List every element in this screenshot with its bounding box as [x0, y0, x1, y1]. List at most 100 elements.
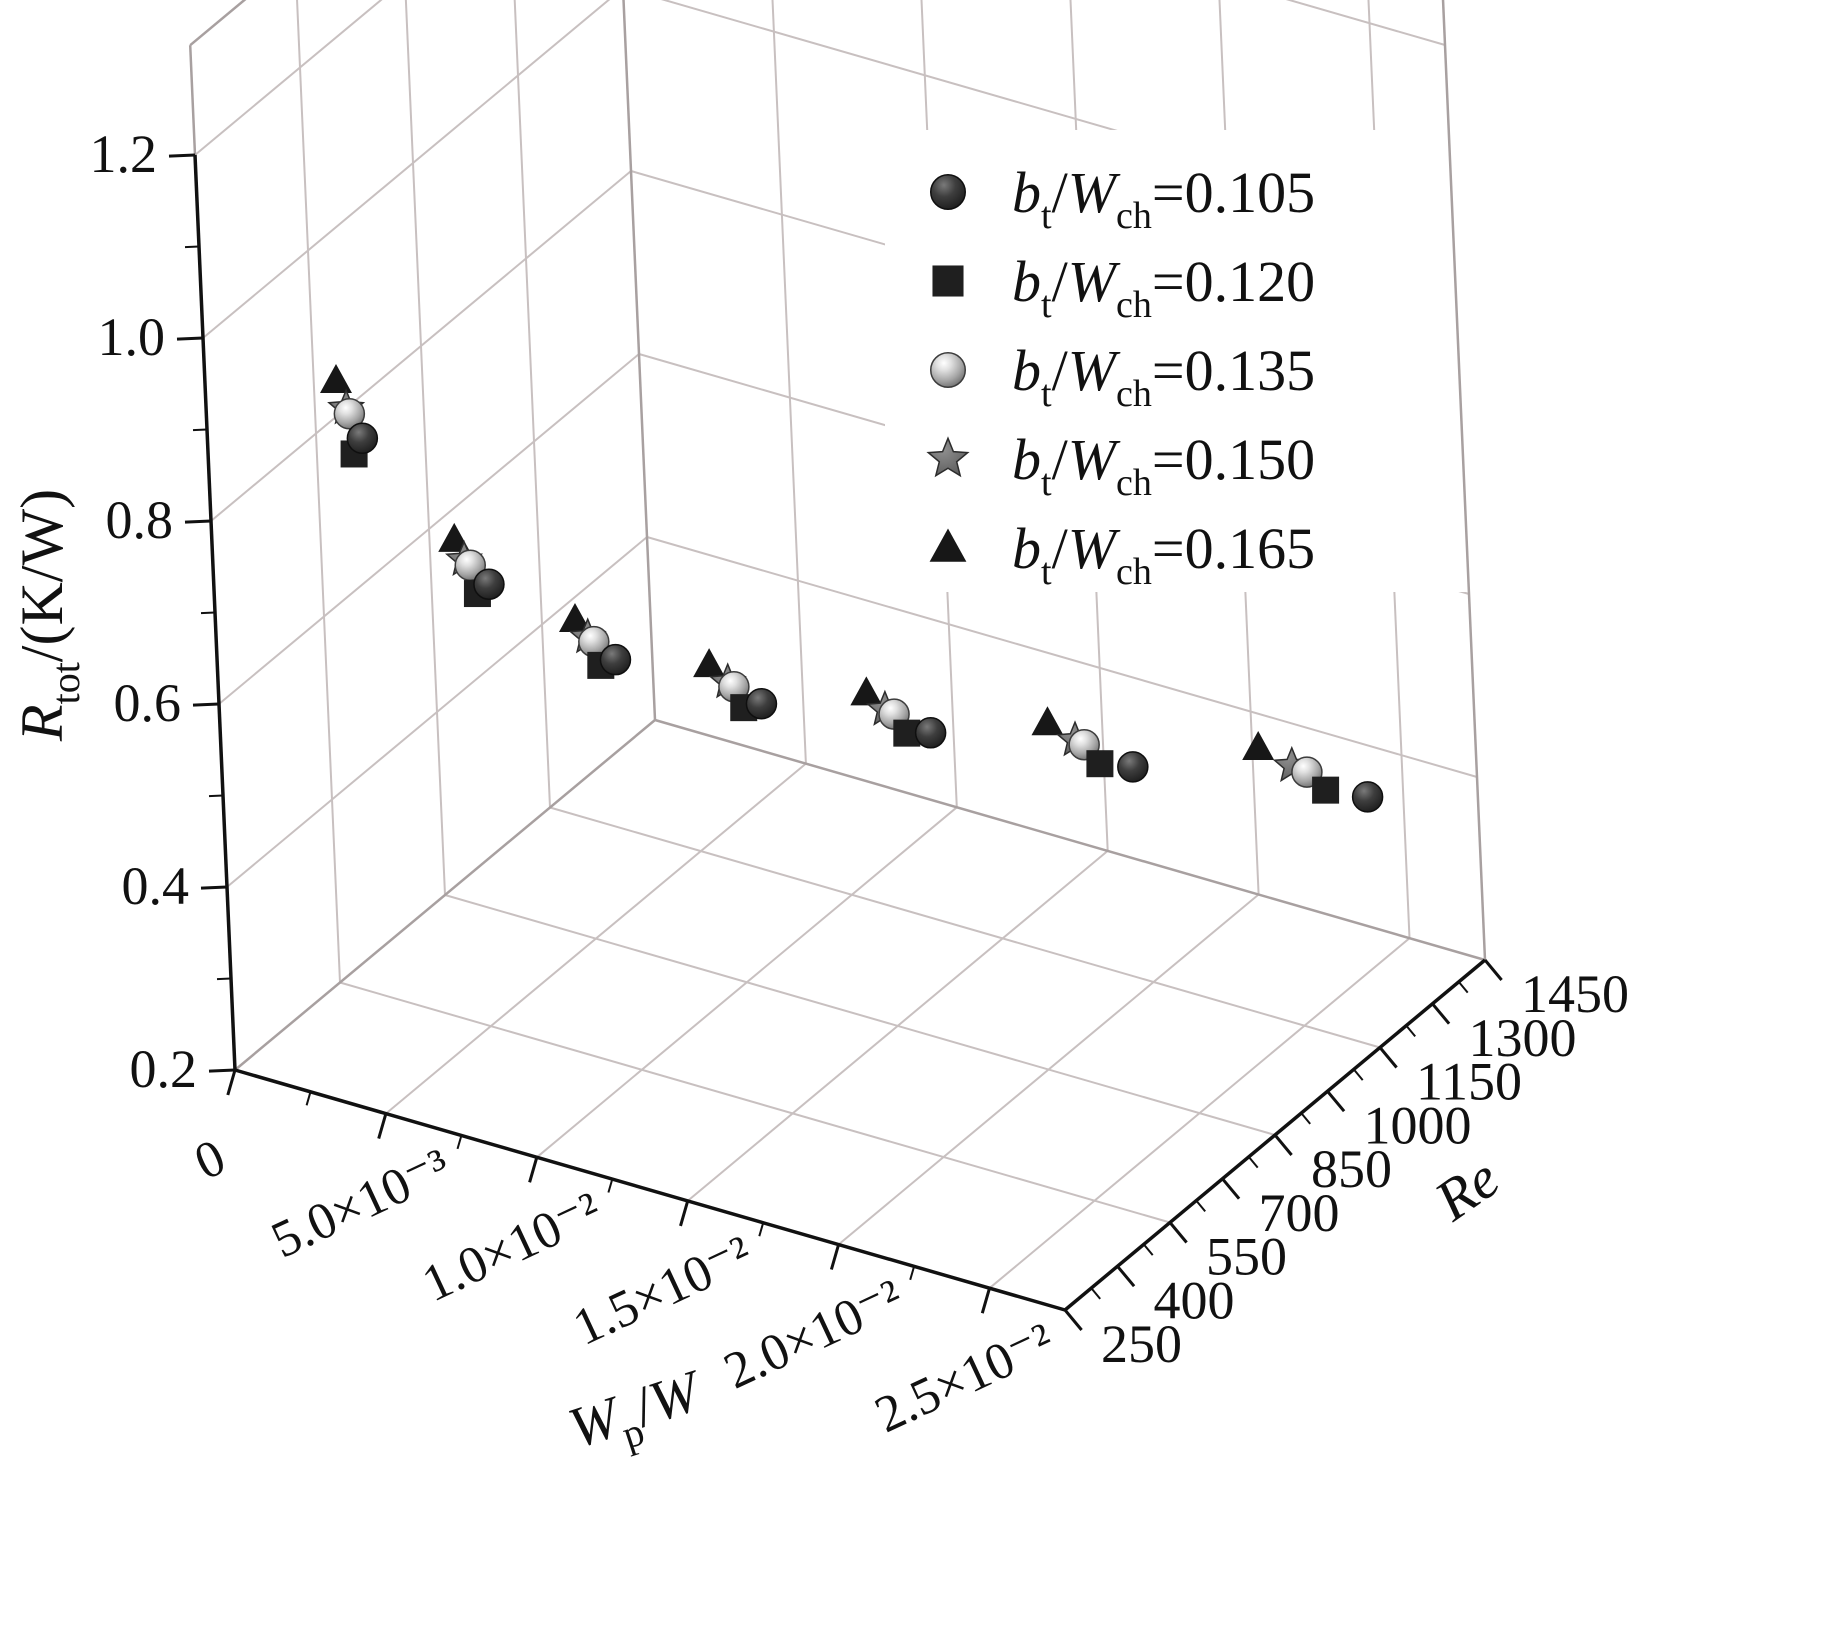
left-wall-re-gridline	[513, 0, 551, 808]
legend-label-star: bt/Wch=0.150	[1012, 427, 1315, 504]
data-point-triangle	[693, 648, 726, 678]
legend-label-triangle: bt/Wch=0.165	[1012, 516, 1315, 593]
x-minor-tick	[909, 1266, 916, 1281]
x-minor-tick	[305, 1091, 312, 1106]
x-tick	[829, 1244, 841, 1270]
data-point-circle	[473, 568, 505, 600]
y-minor-tick	[1405, 1024, 1416, 1038]
z-tick	[200, 885, 228, 890]
z-tick	[184, 519, 212, 524]
x-tick-label: 5.0×10⁻³	[263, 1138, 459, 1270]
z-tick-label: 0.6	[114, 673, 182, 733]
right-wall-z-gridline	[1285, 0, 1446, 46]
x-tick	[528, 1156, 539, 1183]
x-tick	[226, 1069, 237, 1096]
x-tick-label: 0	[186, 1129, 234, 1192]
data-point-triangle	[1242, 731, 1275, 761]
z-tick	[176, 336, 204, 341]
right-wall-bottom-edge	[654, 718, 1486, 962]
z-minor-tick	[200, 611, 216, 615]
right-wall-x-gridline	[771, 0, 807, 764]
x-tick	[377, 1113, 388, 1140]
y-tick	[1378, 1046, 1398, 1069]
floor-re-gridline	[549, 806, 1381, 1049]
y-tick-label: 1300	[1469, 1008, 1577, 1068]
data-point-circle	[745, 687, 778, 720]
x-tick-label: 2.0×10⁻²	[716, 1269, 912, 1401]
left-wall-z-gridline	[194, 0, 383, 156]
data-point-triangle	[1031, 706, 1064, 736]
x-minor-tick	[758, 1222, 765, 1237]
data-point-circle	[1351, 781, 1384, 813]
z-minor-tick	[208, 794, 224, 798]
data-point-circle	[914, 717, 947, 749]
y-tick	[1326, 1090, 1346, 1113]
legend-marker-triangle	[929, 528, 967, 562]
z-minor-tick	[216, 977, 232, 981]
x-minor-tick	[456, 1135, 463, 1150]
z-tick	[168, 153, 196, 158]
left-wall-re-gridline	[404, 0, 446, 896]
legend-label-sphere: bt/Wch=0.135	[1012, 338, 1315, 415]
data-point-square	[1086, 750, 1114, 778]
z-tick	[208, 1068, 236, 1073]
left-wall-top-edge	[189, 0, 247, 47]
x-tick-label: 2.5×10⁻²	[867, 1312, 1063, 1444]
z-tick-label: 1.2	[90, 124, 158, 184]
z-axis-extension	[188, 45, 197, 156]
y-tick-label: 250	[1101, 1314, 1182, 1374]
y-axis-title: Re	[1422, 1145, 1510, 1234]
y-minor-tick	[1195, 1199, 1206, 1213]
z-tick	[192, 702, 220, 707]
y-minor-tick	[1353, 1068, 1364, 1081]
x-tick	[679, 1200, 690, 1227]
data-point-circle	[599, 643, 632, 676]
legend-marker-sphere	[930, 352, 966, 388]
data-point-triangle	[558, 602, 591, 632]
legend-label-square: bt/Wch=0.120	[1012, 249, 1315, 326]
legend-marker-square	[932, 265, 964, 297]
y-tick-label: 1150	[1416, 1052, 1522, 1112]
z-minor-tick	[192, 428, 208, 432]
y-tick-label: 1000	[1364, 1095, 1472, 1155]
z-axis-title: Rtot/(K/W)	[9, 489, 88, 742]
y-tick	[1063, 1309, 1083, 1331]
y-minor-tick	[1143, 1243, 1154, 1256]
y-tick-label: 400	[1154, 1270, 1235, 1330]
y-minor-tick	[1090, 1287, 1101, 1300]
x-minor-tick	[607, 1178, 614, 1193]
legend-marker-star	[926, 436, 970, 478]
x-axis-title: Wp/W	[561, 1357, 716, 1473]
data-point-circle	[346, 422, 379, 455]
y-tick	[1483, 959, 1503, 981]
floor-re-gridline	[339, 981, 1171, 1224]
data-point-circle	[1117, 751, 1149, 783]
y-tick-label: 1450	[1521, 964, 1629, 1024]
y-tick	[1221, 1177, 1241, 1200]
y-tick	[1273, 1134, 1293, 1156]
y-tick	[1431, 1002, 1451, 1025]
x-tick	[980, 1287, 991, 1314]
z-tick-label: 0.2	[130, 1039, 198, 1099]
data-point-triangle	[320, 363, 352, 393]
data-point-triangle	[850, 676, 883, 706]
y-tick	[1168, 1221, 1188, 1244]
legend-label-circle: bt/Wch=0.105	[1012, 160, 1315, 237]
x-axis	[234, 1068, 1066, 1312]
z-tick-label: 0.8	[106, 490, 174, 550]
data-point-sphere	[333, 397, 366, 430]
left-wall-bottom-edge	[234, 719, 656, 1071]
data-point-square	[1312, 776, 1340, 804]
y-tick-label: 550	[1206, 1227, 1287, 1287]
legend-marker-circle	[930, 174, 966, 210]
z-minor-tick	[184, 245, 200, 249]
right-wall-right-edge	[1441, 0, 1487, 961]
y-tick-label: 850	[1311, 1139, 1392, 1199]
z-tick-label: 0.4	[122, 856, 190, 916]
legend-box	[885, 130, 1555, 592]
x-tick-label: 1.5×10⁻²	[565, 1225, 761, 1357]
left-wall-re-gridline	[296, 0, 341, 983]
back-corner-edge	[622, 0, 657, 721]
